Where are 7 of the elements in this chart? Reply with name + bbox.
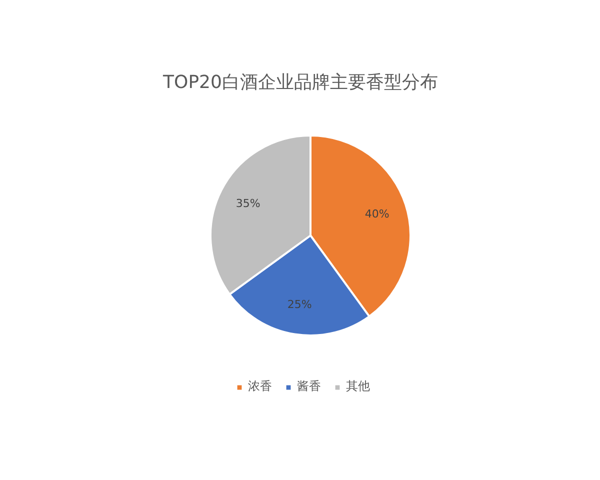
legend-label: 浓香	[248, 378, 272, 395]
legend-label: 酱香	[297, 378, 321, 395]
data-label: 35%	[236, 197, 260, 210]
legend-label: 其他	[346, 378, 370, 395]
chart-title: TOP20白酒企业品牌主要香型分布	[162, 72, 438, 93]
data-label: 25%	[287, 298, 312, 312]
data-label: 40%	[364, 207, 390, 220]
